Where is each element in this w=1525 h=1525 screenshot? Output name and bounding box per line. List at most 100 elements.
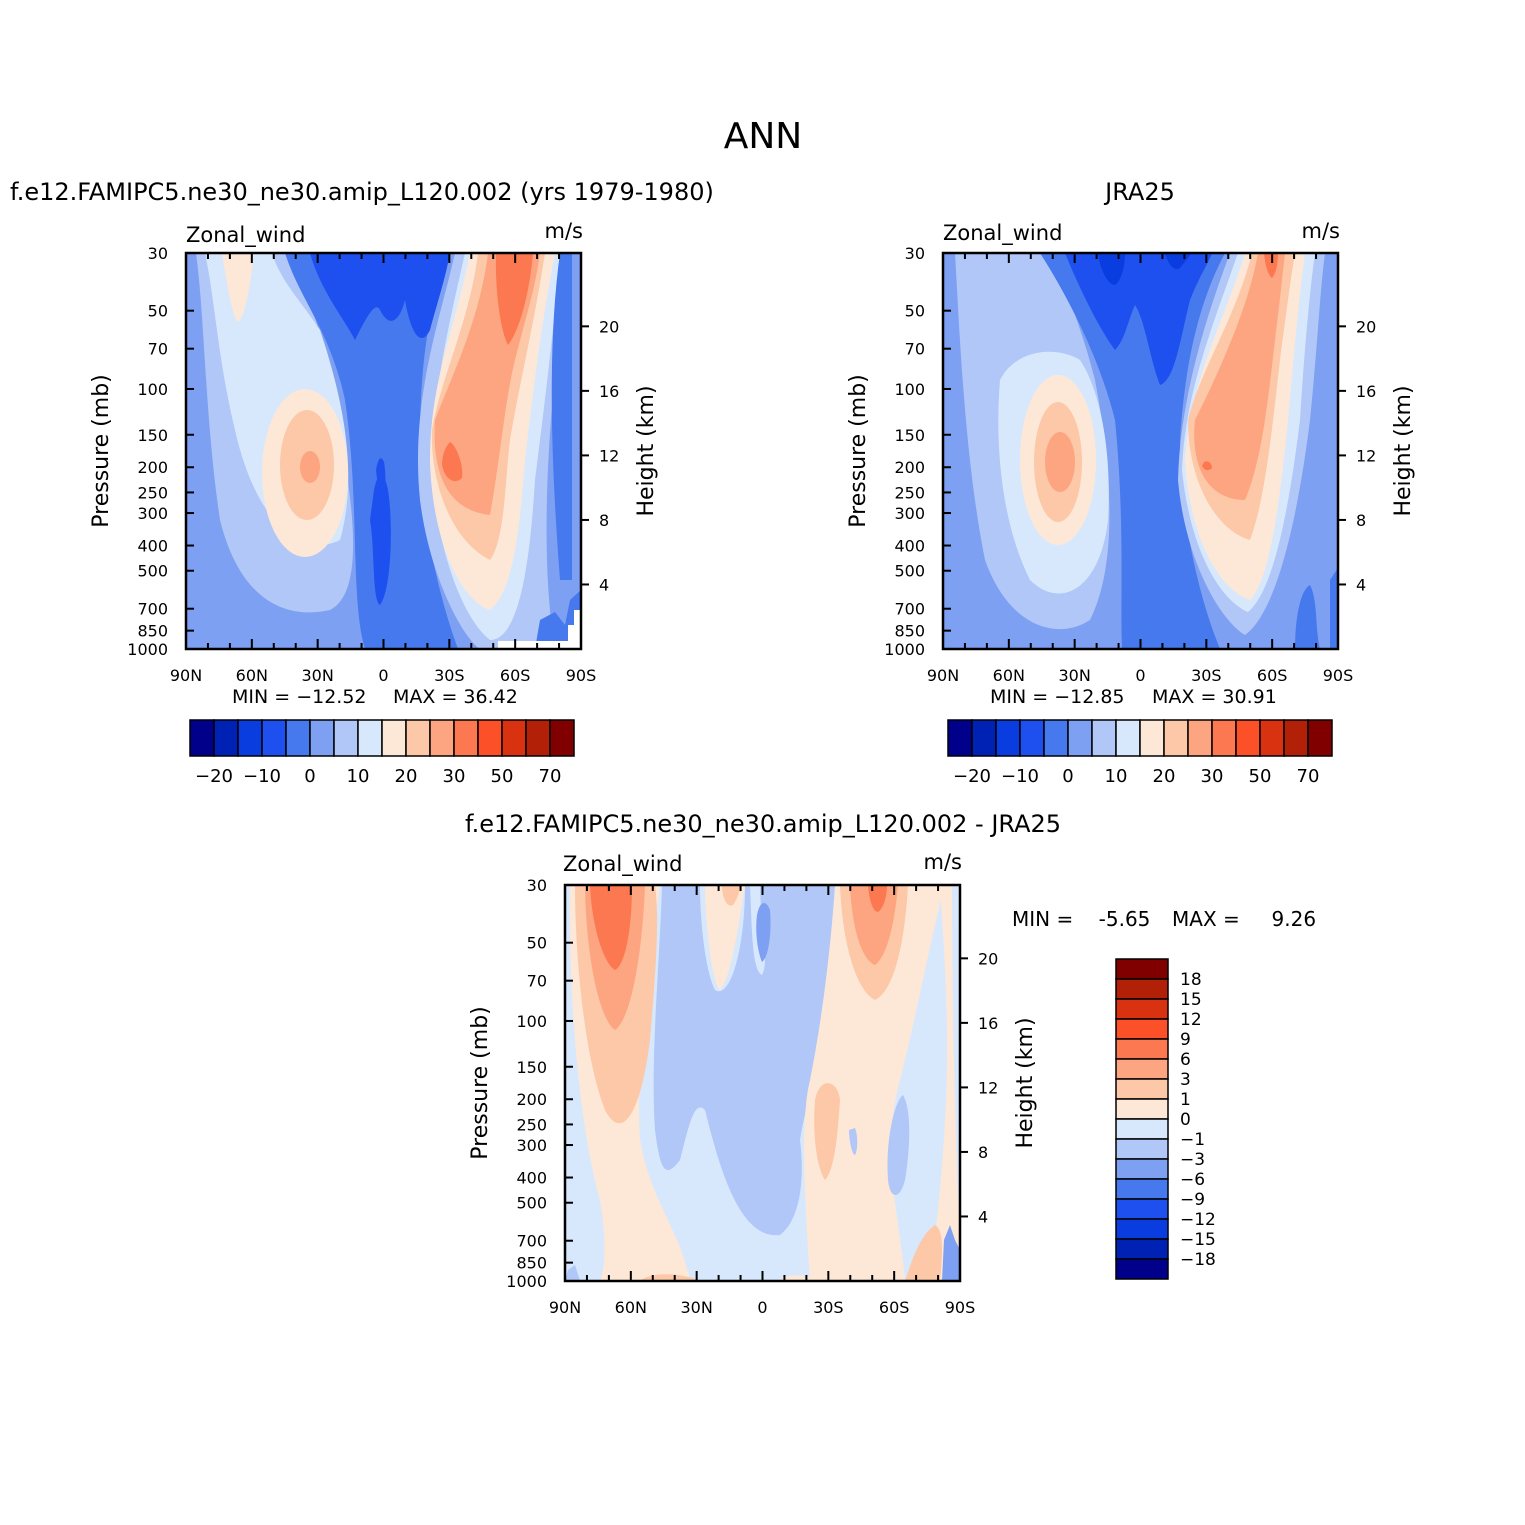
colorbar-box [1115,1258,1169,1280]
max-label: MAX = 30.91 [1152,686,1277,708]
fill-band [640,1274,700,1281]
colorbar-box [1115,1118,1169,1140]
panel-diff: f.e12.FAMIPC5.ne30_ne30.amip_L120.002 - … [465,810,1316,1283]
x-tick-label: 60N [993,666,1025,685]
colorbar-label: 6 [1180,1050,1191,1070]
colorbar-label: 10 [1105,766,1128,787]
colorbar-box [1115,958,1169,980]
y-tick-right-label: 20 [978,949,998,968]
y-tick-label: 50 [905,302,925,321]
y-tick-label: 400 [137,537,168,556]
panel-obs-units: m/s [1302,219,1340,243]
fill-band [850,885,898,965]
colorbar-label: 18 [1180,970,1202,990]
colorbar-box [501,719,527,757]
x-tick-label: 30N [681,1298,713,1317]
colorbar-box [1139,719,1165,757]
colorbar-box [453,719,479,757]
colorbar-box [1115,1198,1169,1220]
y-tick-label: 150 [516,1058,547,1077]
colorbar-box [213,719,239,757]
colorbar-label: 20 [395,766,418,787]
min-label: MIN = −12.52 [232,686,367,708]
y-tick-label: 500 [137,562,168,581]
panel-obs-contours [943,253,1338,649]
colorbar-box [549,719,575,757]
colorbar-box [1187,719,1213,757]
colorbar-box [1283,719,1309,757]
x-tick-label: 90S [566,666,597,685]
colorbar-box [1115,1178,1169,1200]
y-tick-right-label: 20 [599,317,619,336]
fill-band [376,458,386,505]
y-tick-right-label: 8 [1356,511,1366,530]
colorbar-label: 50 [1249,766,1272,787]
colorbar-box [1259,719,1285,757]
fill-band [1194,253,1285,500]
panel-model-contours [186,253,581,649]
y-axis-label: Pressure (mb) [468,1006,493,1160]
colorbar-box [1115,998,1169,1020]
panel-diff-units: m/s [924,850,962,874]
y-tick-label: 30 [148,244,168,263]
colorbar-box [189,719,215,757]
y-tick-right-label: 12 [978,1078,998,1097]
y-tick-right-label: 16 [1356,382,1376,401]
colorbar-box [1115,1078,1169,1100]
x-tick-label: 60S [879,1298,910,1317]
colorbar-label: 3 [1180,1070,1191,1090]
colorbar-box [995,719,1021,757]
colorbar-label: −12 [1180,1210,1216,1230]
y-tick-label: 1000 [506,1272,547,1291]
panel-model-var-label: Zonal_wind [186,223,305,248]
panel-obs: JRA25 Zonal_wind m/s [941,178,1340,651]
y-tick-label: 100 [894,380,925,399]
y-tick-label: 100 [516,1012,547,1031]
x-tick-label: 90S [1323,666,1354,685]
y-tick-label: 100 [137,380,168,399]
colorbar-label: 9 [1180,1030,1191,1050]
fill-band [952,885,960,1230]
y-tick-right-label: 4 [599,575,609,594]
y-axis-label: Pressure (mb) [89,374,114,528]
fill-band [653,885,837,1236]
fill-band [1098,253,1125,285]
x-tick-label: 0 [757,1298,767,1317]
y-tick-label: 400 [516,1169,547,1188]
fill-band [887,1095,910,1195]
panel-model-title: f.e12.FAMIPC5.ne30_ne30.amip_L120.002 (y… [10,178,714,206]
axes-and-colorbars: 3050701001502002503004005007008501000481… [89,244,1416,1317]
x-tick-label: 30N [1059,666,1091,685]
fill-band [905,1225,943,1281]
colorbar-label: −9 [1180,1190,1205,1210]
y-tick-label: 850 [894,622,925,641]
y-tick-label: 50 [148,302,168,321]
colorbar-box [1235,719,1261,757]
y-tick-label: 200 [894,458,925,477]
colorbar-box [1307,719,1333,757]
colorbar-box [1163,719,1189,757]
colorbar-label: 30 [443,766,466,787]
y-tick-label: 30 [527,876,547,895]
y-tick-label: 500 [894,562,925,581]
y-tick-label: 850 [516,1254,547,1273]
colorbar-label: 0 [1062,766,1073,787]
fill-band [565,1265,580,1281]
fill-band [722,885,740,906]
colorbar-box [237,719,263,757]
colorbar-label: 20 [1153,766,1176,787]
colorbar-box [1115,1238,1169,1260]
colorbar-label: −20 [195,766,233,787]
x-tick-label: 90N [927,666,959,685]
figure-title: ANN [724,116,803,157]
fill-band [942,1225,960,1281]
colorbar-label: 30 [1201,766,1224,787]
y-tick-right-label: 8 [599,511,609,530]
y-tick-label: 300 [894,504,925,523]
panel-model-units: m/s [545,219,583,243]
colorbar-box [309,719,335,757]
y-tick-label: 250 [894,483,925,502]
y-tick-label: 70 [148,340,168,359]
fill-band [1295,585,1320,649]
colorbar-box [525,719,551,757]
